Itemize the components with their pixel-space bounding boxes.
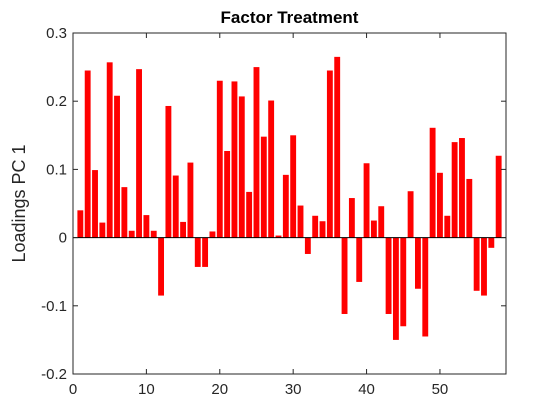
bar-47 — [414, 237, 421, 289]
bar-35 — [326, 70, 333, 238]
bar-28 — [275, 235, 282, 238]
y-tick-label: -0.2 — [41, 366, 67, 383]
bars-group — [77, 56, 502, 340]
bar-33 — [312, 215, 319, 238]
bar-45 — [400, 237, 407, 327]
bar-42 — [378, 206, 385, 238]
bar-18 — [202, 237, 209, 267]
bar-46 — [407, 191, 414, 238]
y-tick-label: 0 — [59, 230, 67, 247]
bar-58 — [495, 155, 502, 238]
bar-21 — [224, 150, 231, 238]
bar-25 — [253, 67, 260, 238]
bar-37 — [341, 237, 348, 314]
x-axis-ticks: 0 10 20 30 40 50 — [69, 33, 448, 398]
bar-40 — [363, 163, 370, 238]
bar-7 — [121, 187, 128, 238]
bar-10 — [143, 215, 150, 238]
chart-title: Factor Treatment — [221, 8, 359, 27]
bar-54 — [466, 178, 473, 238]
bar-39 — [356, 237, 363, 282]
y-tick-label: 0.2 — [46, 93, 67, 110]
bar-30 — [290, 135, 297, 238]
bar-1 — [77, 210, 84, 238]
bar-56 — [481, 237, 487, 296]
bar-23 — [238, 96, 245, 238]
bar-43 — [385, 237, 392, 314]
bar-24 — [246, 191, 253, 238]
bar-49 — [429, 127, 436, 238]
x-tick-label: 40 — [358, 381, 375, 398]
bar-36 — [334, 56, 341, 238]
y-axis-label: Loadings PC 1 — [9, 144, 29, 262]
x-tick-label: 0 — [69, 381, 77, 398]
x-tick-label: 20 — [211, 381, 228, 398]
bar-52 — [451, 142, 458, 238]
y-tick-label: -0.1 — [41, 298, 67, 315]
bar-29 — [282, 174, 289, 238]
bar-16 — [187, 162, 194, 238]
bar-55 — [473, 237, 480, 291]
y-tick-label: 0.1 — [46, 161, 67, 178]
bar-20 — [216, 80, 223, 238]
bar-32 — [304, 237, 311, 254]
bar-15 — [180, 221, 187, 238]
bar-48 — [422, 237, 429, 337]
bar-53 — [459, 138, 465, 238]
bar-41 — [370, 220, 377, 238]
bar-34 — [319, 221, 326, 238]
bar-57 — [488, 237, 495, 248]
bar-51 — [444, 215, 451, 238]
bar-9 — [136, 69, 142, 238]
bar-44 — [392, 237, 399, 340]
plot-frame — [72, 32, 507, 375]
x-tick-label: 50 — [432, 381, 449, 398]
bar-31 — [297, 205, 304, 238]
bar-14 — [172, 175, 179, 238]
bar-27 — [268, 100, 275, 238]
bar-12 — [158, 237, 165, 296]
bar-11 — [150, 230, 157, 238]
bar-6 — [114, 95, 120, 238]
bar-50 — [437, 172, 443, 238]
bar-2 — [84, 70, 91, 238]
bar-38 — [348, 198, 355, 238]
bar-17 — [194, 237, 201, 267]
bar-5 — [106, 62, 113, 238]
bar-4 — [99, 222, 106, 238]
y-tick-label: 0.3 — [46, 25, 67, 42]
bar-22 — [231, 81, 238, 238]
bar-8 — [128, 230, 135, 238]
bar-3 — [92, 170, 98, 238]
y-axis-ticks: -0.2 -0.1 0 0.1 0.2 0.3 — [41, 25, 506, 383]
x-tick-label: 10 — [138, 381, 155, 398]
x-tick-label: 30 — [285, 381, 302, 398]
bar-19 — [209, 231, 216, 238]
bar-13 — [165, 105, 172, 238]
bar-26 — [260, 136, 267, 238]
